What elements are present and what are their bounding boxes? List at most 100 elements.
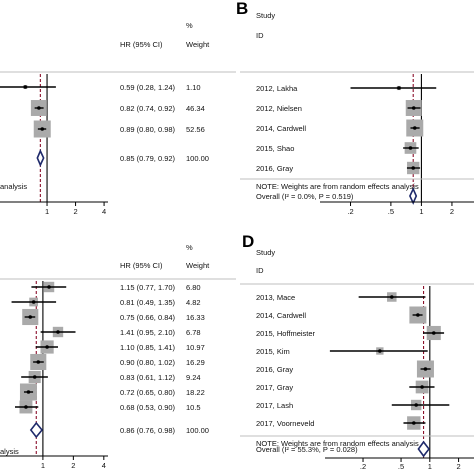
x-tick-label: 1	[419, 207, 423, 216]
study-weight-text: 18.22	[186, 388, 205, 397]
overall-row: 0.85 (0.79, 0.92) 100.00	[36, 149, 209, 167]
panel-label: B	[236, 0, 248, 18]
study-weight-text: 9.24	[186, 373, 201, 382]
study-weight-text: 46.34	[186, 104, 205, 113]
study-row: 1.10 (0.85, 1.41) 10.97	[35, 340, 205, 354]
study-row: 2015, Kim	[256, 347, 428, 356]
overall-diamond	[417, 440, 430, 458]
study-weight-text: 10.5	[186, 403, 201, 412]
header-ci: HR (95% CI)	[120, 261, 163, 270]
point-estimate	[37, 106, 41, 110]
point-estimate	[23, 85, 28, 89]
study-row: 2012, Lakha	[256, 84, 437, 93]
study-ci-text: 1.10 (0.85, 1.41)	[120, 343, 176, 352]
overall-label: Overall (I² = 0.0%, P = 0.519)	[256, 192, 354, 201]
study-row: 2015, Shao	[256, 142, 419, 154]
point-estimate	[36, 360, 41, 364]
study-weight-text: 6.80	[186, 283, 201, 292]
study-name: 2017, Voorneveld	[256, 419, 314, 428]
study-row: 0.90 (0.80, 1.02) 16.29	[30, 353, 205, 371]
study-name: 2012, Nielsen	[256, 104, 302, 113]
header-id: ID	[256, 266, 264, 275]
x-tick-label: 1	[45, 207, 49, 216]
study-name: 2015, Kim	[256, 347, 290, 356]
point-estimate	[423, 367, 428, 371]
study-ci-text: 0.90 (0.80, 1.02)	[120, 358, 176, 367]
point-estimate	[397, 86, 401, 90]
study-weight-text: 1.10	[186, 83, 201, 92]
footnote: NOTE: Weights are from random effects an…	[256, 439, 419, 448]
header-id: ID	[256, 31, 264, 40]
header-weight-pct: %	[186, 21, 193, 30]
study-row: 2016, Gray	[256, 161, 421, 175]
header-study: Study	[256, 11, 275, 20]
study-row: 2013, Mace	[256, 292, 426, 302]
study-row: 1.15 (0.77, 1.70) 6.80	[31, 281, 201, 293]
x-tick-label: 1	[428, 462, 432, 471]
overall-row: Overall (I² = 0.0%, P = 0.519)	[256, 187, 418, 205]
study-ci-text: 0.83 (0.61, 1.12)	[120, 373, 176, 382]
point-estimate	[411, 166, 416, 170]
panel-label: D	[242, 232, 254, 251]
study-row: 0.59 (0.28, 1.24) 1.10	[0, 83, 201, 92]
point-estimate	[412, 421, 416, 425]
point-estimate	[45, 345, 49, 349]
point-estimate	[40, 127, 45, 131]
x-tick-label: .5	[398, 462, 404, 471]
study-weight-text: 10.97	[186, 343, 205, 352]
point-estimate	[32, 375, 37, 379]
study-ci-text: 0.59 (0.28, 1.24)	[120, 83, 176, 92]
study-ci-text: 1.41 (0.95, 2.10)	[120, 328, 176, 337]
x-tick-label: 1	[41, 461, 45, 470]
study-row: 2017, Gray	[256, 380, 435, 394]
study-ci-text: 0.68 (0.53, 0.90)	[120, 403, 176, 412]
point-estimate	[412, 126, 417, 130]
study-name: 2017, Gray	[256, 383, 293, 392]
footnote: NOTE: Weights are from random effects an…	[256, 182, 419, 191]
x-tick-label: .2	[360, 462, 366, 471]
x-tick-label: 4	[102, 207, 106, 216]
header-weight-pct: %	[186, 243, 193, 252]
footnote: alysis	[0, 447, 19, 456]
study-weight-text: 52.56	[186, 125, 205, 134]
point-estimate	[414, 403, 418, 407]
x-tick-label: 2	[71, 461, 75, 470]
x-tick-label: .5	[388, 207, 394, 216]
point-estimate	[31, 300, 36, 304]
point-estimate	[431, 331, 436, 335]
point-estimate	[26, 390, 31, 394]
overall-row: Overall (I² = 55.3%, P = 0.028)	[256, 440, 430, 458]
study-ci-text: 1.15 (0.77, 1.70)	[120, 283, 176, 292]
study-weight-text: 16.33	[186, 313, 205, 322]
header-ci: HR (95% CI)	[120, 40, 163, 49]
study-row: 0.68 (0.53, 0.90) 10.5	[15, 400, 201, 414]
study-name: 2015, Shao	[256, 144, 294, 153]
study-row: 0.82 (0.74, 0.92) 46.34	[30, 100, 205, 116]
forest-panel-c: HR (95% CI)% Weight 1.15 (0.77, 1.70) 6.80 0…	[0, 243, 236, 470]
point-estimate	[411, 106, 416, 110]
forest-panel-b: B Study ID 2012, Lakha 2012, Nielsen 2014, Ca…	[236, 0, 474, 216]
point-estimate	[47, 285, 51, 289]
x-tick-label: 2	[456, 462, 460, 471]
x-tick-label: 2	[450, 207, 454, 216]
point-estimate	[408, 146, 413, 150]
overall-diamond	[36, 149, 45, 167]
point-estimate	[389, 295, 394, 299]
overall-diamond	[29, 421, 44, 439]
overall-weight-text: 100.00	[186, 154, 209, 163]
x-tick-label: .2	[347, 207, 353, 216]
study-name: 2016, Gray	[256, 365, 293, 374]
point-estimate	[378, 349, 382, 353]
study-row: 2017, Voorneveld	[256, 416, 426, 430]
overall-ci-text: 0.86 (0.76, 0.98)	[120, 426, 176, 435]
study-row: 0.72 (0.65, 0.80) 18.22	[19, 383, 205, 401]
study-name: 2012, Lakha	[256, 84, 298, 93]
footnote: analysis	[0, 182, 27, 191]
study-row: 2012, Nielsen	[256, 100, 422, 116]
point-estimate	[24, 405, 28, 409]
study-name: 2017, Lash	[256, 401, 293, 410]
point-estimate	[56, 330, 60, 334]
study-name: 2015, Hoffmeister	[256, 329, 316, 338]
